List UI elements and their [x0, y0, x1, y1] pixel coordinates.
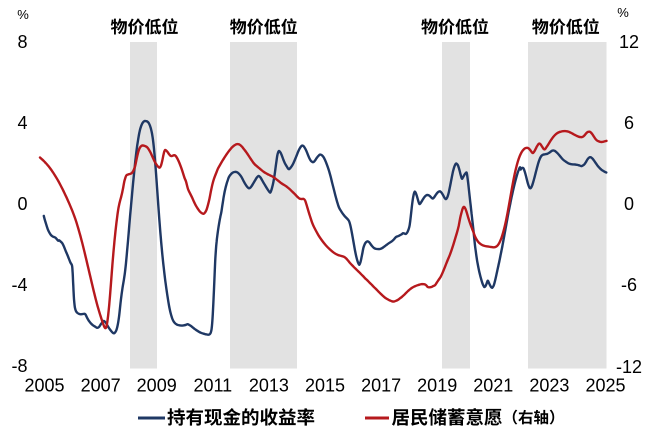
- svg-text:2017: 2017: [361, 376, 401, 396]
- svg-text:2015: 2015: [305, 376, 345, 396]
- svg-text:%: %: [17, 7, 29, 22]
- svg-text:2005: 2005: [24, 376, 64, 396]
- svg-text:2025: 2025: [585, 376, 625, 396]
- svg-text:-8: -8: [11, 356, 27, 376]
- svg-text:2011: 2011: [193, 376, 232, 396]
- svg-text:2021: 2021: [473, 376, 513, 396]
- svg-text:8: 8: [17, 32, 27, 52]
- svg-text:2023: 2023: [529, 376, 569, 396]
- svg-text:12: 12: [619, 32, 639, 52]
- svg-text:%: %: [617, 5, 629, 20]
- svg-text:6: 6: [624, 113, 634, 133]
- svg-text:0: 0: [624, 194, 634, 214]
- svg-text:2019: 2019: [417, 376, 457, 396]
- svg-text:2009: 2009: [137, 376, 177, 396]
- svg-text:-6: -6: [621, 275, 637, 295]
- svg-text:-12: -12: [616, 357, 642, 377]
- svg-text:2013: 2013: [249, 376, 289, 396]
- svg-text:0: 0: [17, 194, 27, 214]
- svg-text:4: 4: [17, 113, 27, 133]
- svg-text:2007: 2007: [81, 376, 121, 396]
- svg-text:-4: -4: [11, 275, 27, 295]
